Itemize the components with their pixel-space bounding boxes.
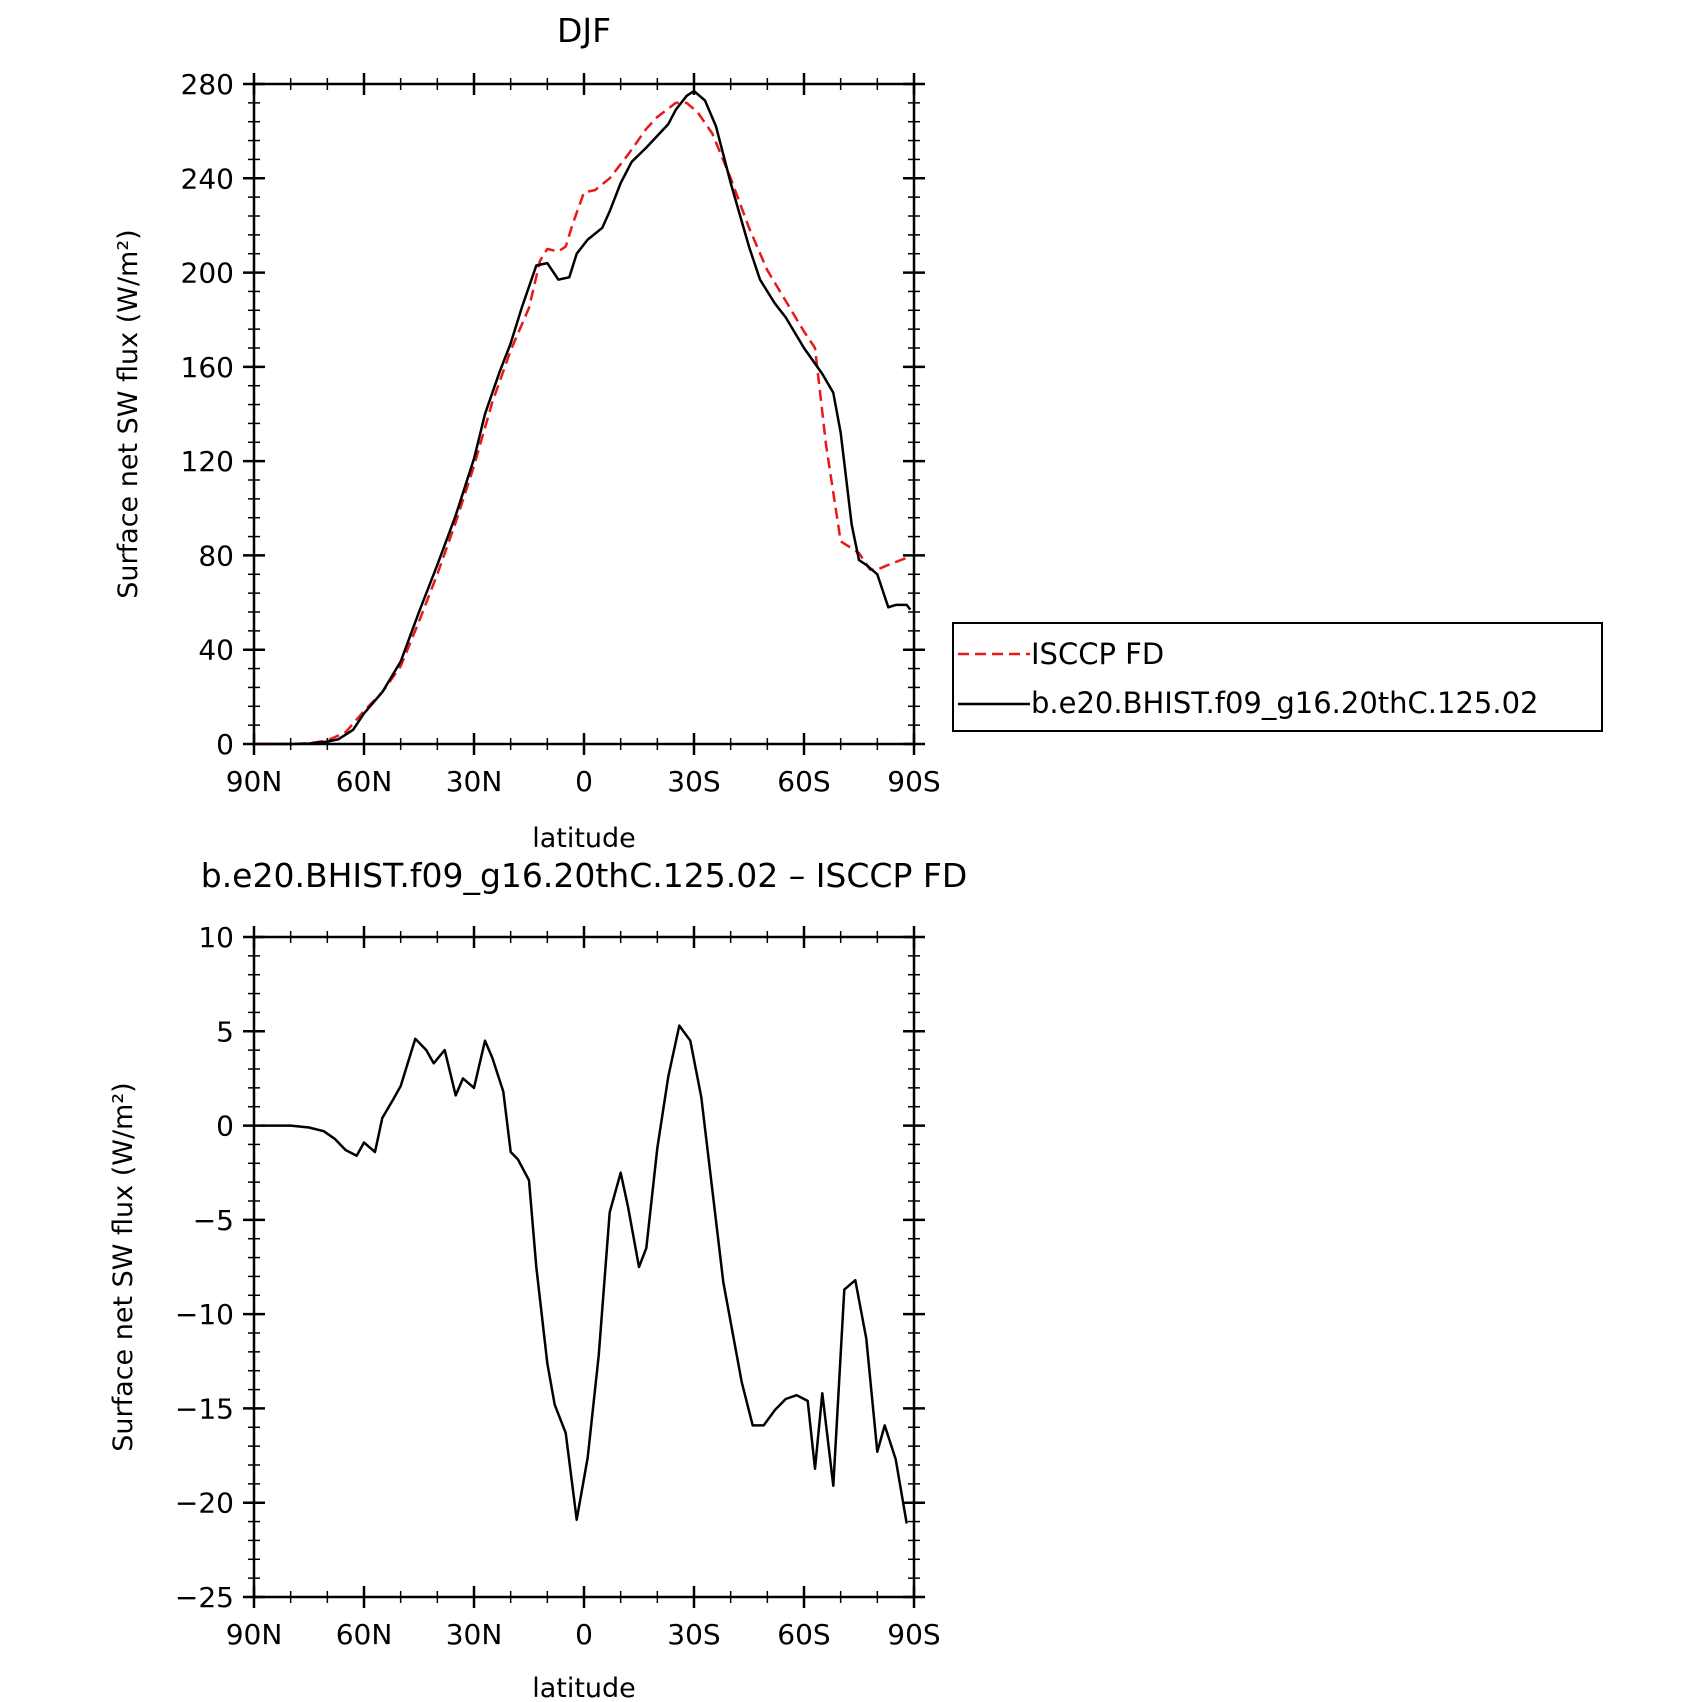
y-tick-label: 10	[198, 921, 234, 954]
x-tick-label: 30S	[667, 765, 720, 798]
y-tick-label: 0	[216, 1110, 234, 1143]
y-tick-label: 280	[181, 68, 234, 101]
bottom-y-tick-labels: −25 −20 −15 −10 −5 0 5 10	[175, 921, 234, 1614]
top-chart-title: DJF	[557, 11, 611, 50]
x-tick-label: 30S	[667, 1618, 720, 1651]
legend: ISCCP FD b.e20.BHIST.f09_g16.20thC.125.0…	[952, 622, 1603, 732]
x-tick-label: 90S	[887, 765, 940, 798]
x-tick-label: 0	[575, 1618, 593, 1651]
y-tick-label: −10	[175, 1298, 234, 1331]
top-plot-frame	[252, 82, 916, 746]
top-x-axis-label: latitude	[532, 823, 636, 854]
y-tick-label: −25	[175, 1581, 234, 1614]
x-tick-label: 90N	[226, 765, 283, 798]
x-tick-label: 90S	[887, 1618, 940, 1651]
y-tick-label: 200	[181, 257, 234, 290]
bottom-x-tick-labels: 90N 60N 30N 0 30S 60S 90S	[226, 1618, 941, 1651]
bottom-series-lines	[261, 1024, 908, 1524]
legend-box	[952, 622, 1603, 732]
x-tick-label: 60S	[777, 765, 830, 798]
bottom-plot-frame	[252, 935, 916, 1599]
isccp-fd-line	[261, 101, 908, 746]
model-line	[261, 89, 912, 746]
model-line	[261, 1024, 908, 1524]
y-tick-label: 40	[198, 634, 234, 667]
x-tick-label: 30N	[446, 1618, 503, 1651]
bottom-y-axis-label: Surface net SW flux (W/m²)	[108, 1082, 139, 1451]
y-tick-label: 0	[216, 728, 234, 761]
top-x-tick-labels: 90N 60N 30N 0 30S 60S 90S	[226, 765, 941, 798]
legend-label-model: b.e20.BHIST.f09_g16.20thC.125.02	[1031, 686, 1538, 720]
bottom-x-axis-label: latitude	[532, 1673, 636, 1702]
top-y-tick-labels: 0 40 80 120 160 200 240 280	[181, 68, 234, 761]
x-tick-label: 60S	[777, 1618, 830, 1651]
y-tick-label: 240	[181, 162, 234, 195]
y-tick-label: −5	[193, 1204, 234, 1237]
x-tick-label: 30N	[446, 765, 503, 798]
top-series-lines	[261, 89, 912, 746]
x-tick-label: 60N	[336, 1618, 393, 1651]
y-tick-label: 5	[216, 1015, 234, 1048]
y-tick-label: −20	[175, 1487, 234, 1520]
x-tick-label: 60N	[336, 765, 393, 798]
climatology-panel: DJF 0 40 80 120 160 200 240 280 90N 60N 30N 0 30S 60…	[113, 11, 1603, 854]
bottom-chart-title: b.e20.BHIST.f09_g16.20thC.125.02 – ISCCP…	[201, 856, 968, 895]
y-tick-label: −15	[175, 1392, 234, 1425]
x-tick-label: 0	[575, 765, 593, 798]
top-y-axis-label: Surface net SW flux (W/m²)	[113, 229, 144, 598]
x-tick-label: 90N	[226, 1618, 283, 1651]
y-tick-label: 120	[181, 445, 234, 478]
difference-panel: b.e20.BHIST.f09_g16.20thC.125.02 – ISCCP…	[108, 856, 967, 1702]
legend-label-isccp: ISCCP FD	[1031, 637, 1164, 671]
y-tick-label: 160	[181, 351, 234, 384]
bottom-axis-ticks	[243, 926, 925, 1608]
y-tick-label: 80	[198, 539, 234, 572]
